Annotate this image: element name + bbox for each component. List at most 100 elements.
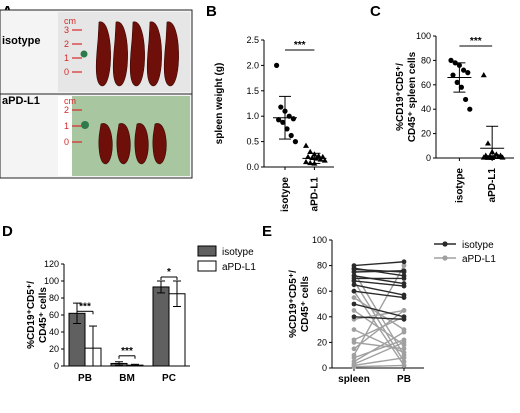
series-line [353, 284, 405, 296]
chart-b: 0.0 0.5 1.0 1.5 2.0 2.5 spleen weight (g) isoty… [214, 35, 334, 212]
y-tick-label: 120 [44, 259, 59, 269]
legend-label: aPD-L1 [462, 254, 496, 265]
data-point [351, 364, 357, 370]
panel-label-c: C [370, 3, 381, 20]
data-point [284, 126, 290, 132]
data-point [401, 283, 407, 289]
y-tick-label: 0.0 [246, 162, 259, 172]
data-point [351, 340, 357, 345]
legend-marker [442, 241, 448, 247]
spleen [129, 21, 145, 87]
y-tick-label: 100 [44, 276, 59, 286]
scale-bar-top: cm3 2 1 0 [64, 16, 88, 77]
data-point [290, 116, 296, 122]
spleen [152, 123, 167, 165]
series-line [353, 328, 405, 354]
series-line [353, 341, 405, 365]
series-line [353, 275, 405, 285]
spleen [112, 21, 128, 87]
data-point [351, 288, 357, 294]
data-point [351, 308, 357, 313]
x-tick-label: PC [162, 373, 176, 384]
scale-tick-label: 1 [64, 53, 69, 63]
photo-label-band [58, 96, 72, 176]
row-label-apdl1: aPD-L1 [2, 95, 40, 107]
y-tick-label: 40 [49, 327, 59, 337]
series-line [353, 364, 405, 368]
x-tick-label: isotype [454, 168, 465, 203]
data-point [401, 316, 407, 322]
x-tick-label: aPD-L1 [487, 168, 498, 203]
y-axis-label: %CD19⁺CD5⁺/ [288, 270, 299, 338]
row-label-isotype: isotype [2, 35, 41, 47]
data-point [351, 346, 357, 352]
spleen [134, 123, 149, 165]
series-line [353, 261, 405, 267]
data-point [463, 96, 469, 103]
y-tick-label: 100 [312, 235, 327, 245]
series-line [353, 297, 405, 331]
series-line [353, 290, 405, 299]
legend-marker [442, 255, 448, 261]
legend-label: isotype [462, 240, 494, 251]
panel-label-d: D [2, 223, 13, 240]
y-tick-label: 0 [54, 361, 59, 371]
y-tick-label: 0.5 [246, 137, 259, 147]
label-dot [81, 121, 89, 129]
data-point [401, 263, 407, 268]
data-point [278, 104, 284, 110]
series-line [353, 316, 405, 321]
scale-unit: cm [64, 96, 76, 106]
data-point [480, 72, 487, 78]
y-tick-label: 100 [416, 31, 431, 41]
y-axis-label: CD45⁺ spleen cells [407, 51, 418, 142]
data-point [465, 70, 471, 76]
data-point [401, 259, 407, 265]
data-point [351, 282, 357, 288]
y-axis-label: CD45⁺ cells [300, 276, 311, 332]
y-axis-label: CD45⁺ cells [38, 287, 49, 343]
y-tick-label: 20 [421, 129, 431, 139]
data-point [307, 148, 314, 154]
y-axis-label: %CD19⁺CD5⁺/ [26, 281, 37, 349]
series-line [353, 331, 405, 363]
y-tick-label: 60 [49, 310, 59, 320]
data-point [401, 340, 407, 345]
y-tick-label: 20 [317, 337, 327, 347]
data-point [401, 363, 407, 368]
x-tick-label: PB [78, 373, 92, 384]
data-point [401, 350, 407, 356]
x-tick-label: aPD-L1 [309, 177, 320, 212]
spleen [98, 123, 113, 165]
y-tick-label: 1.0 [246, 111, 259, 121]
spleens-isotype [95, 21, 179, 87]
data-point [401, 268, 407, 274]
data-point [305, 153, 311, 160]
data-point [274, 62, 280, 68]
scale-tick-label: 2 [64, 105, 69, 115]
scale-tick-label: 2 [64, 39, 69, 49]
y-tick-label: 20 [49, 344, 59, 354]
data-point [351, 314, 357, 320]
data-point [467, 106, 473, 112]
data-point [499, 154, 506, 160]
y-tick-label: 40 [317, 312, 327, 322]
series-line [353, 280, 405, 287]
scale-tick-label: 3 [64, 25, 69, 35]
data-point [288, 132, 294, 139]
data-point [276, 117, 282, 123]
series-line [353, 270, 405, 273]
data-point [401, 276, 407, 281]
data-point [351, 269, 357, 275]
spleen [116, 123, 131, 165]
data-point [303, 158, 309, 165]
data-point [461, 67, 467, 73]
series-line [353, 316, 405, 341]
scale-bar-bottom: cm2 1 0 [64, 96, 89, 147]
data-point [351, 295, 357, 300]
chart-c: 0 20 40 60 80 100 %CD19⁺CD5⁺/CD45⁺ spleen cell… [395, 31, 514, 203]
x-tick-label: isotype [280, 177, 291, 212]
y-tick-label: 60 [421, 80, 431, 90]
